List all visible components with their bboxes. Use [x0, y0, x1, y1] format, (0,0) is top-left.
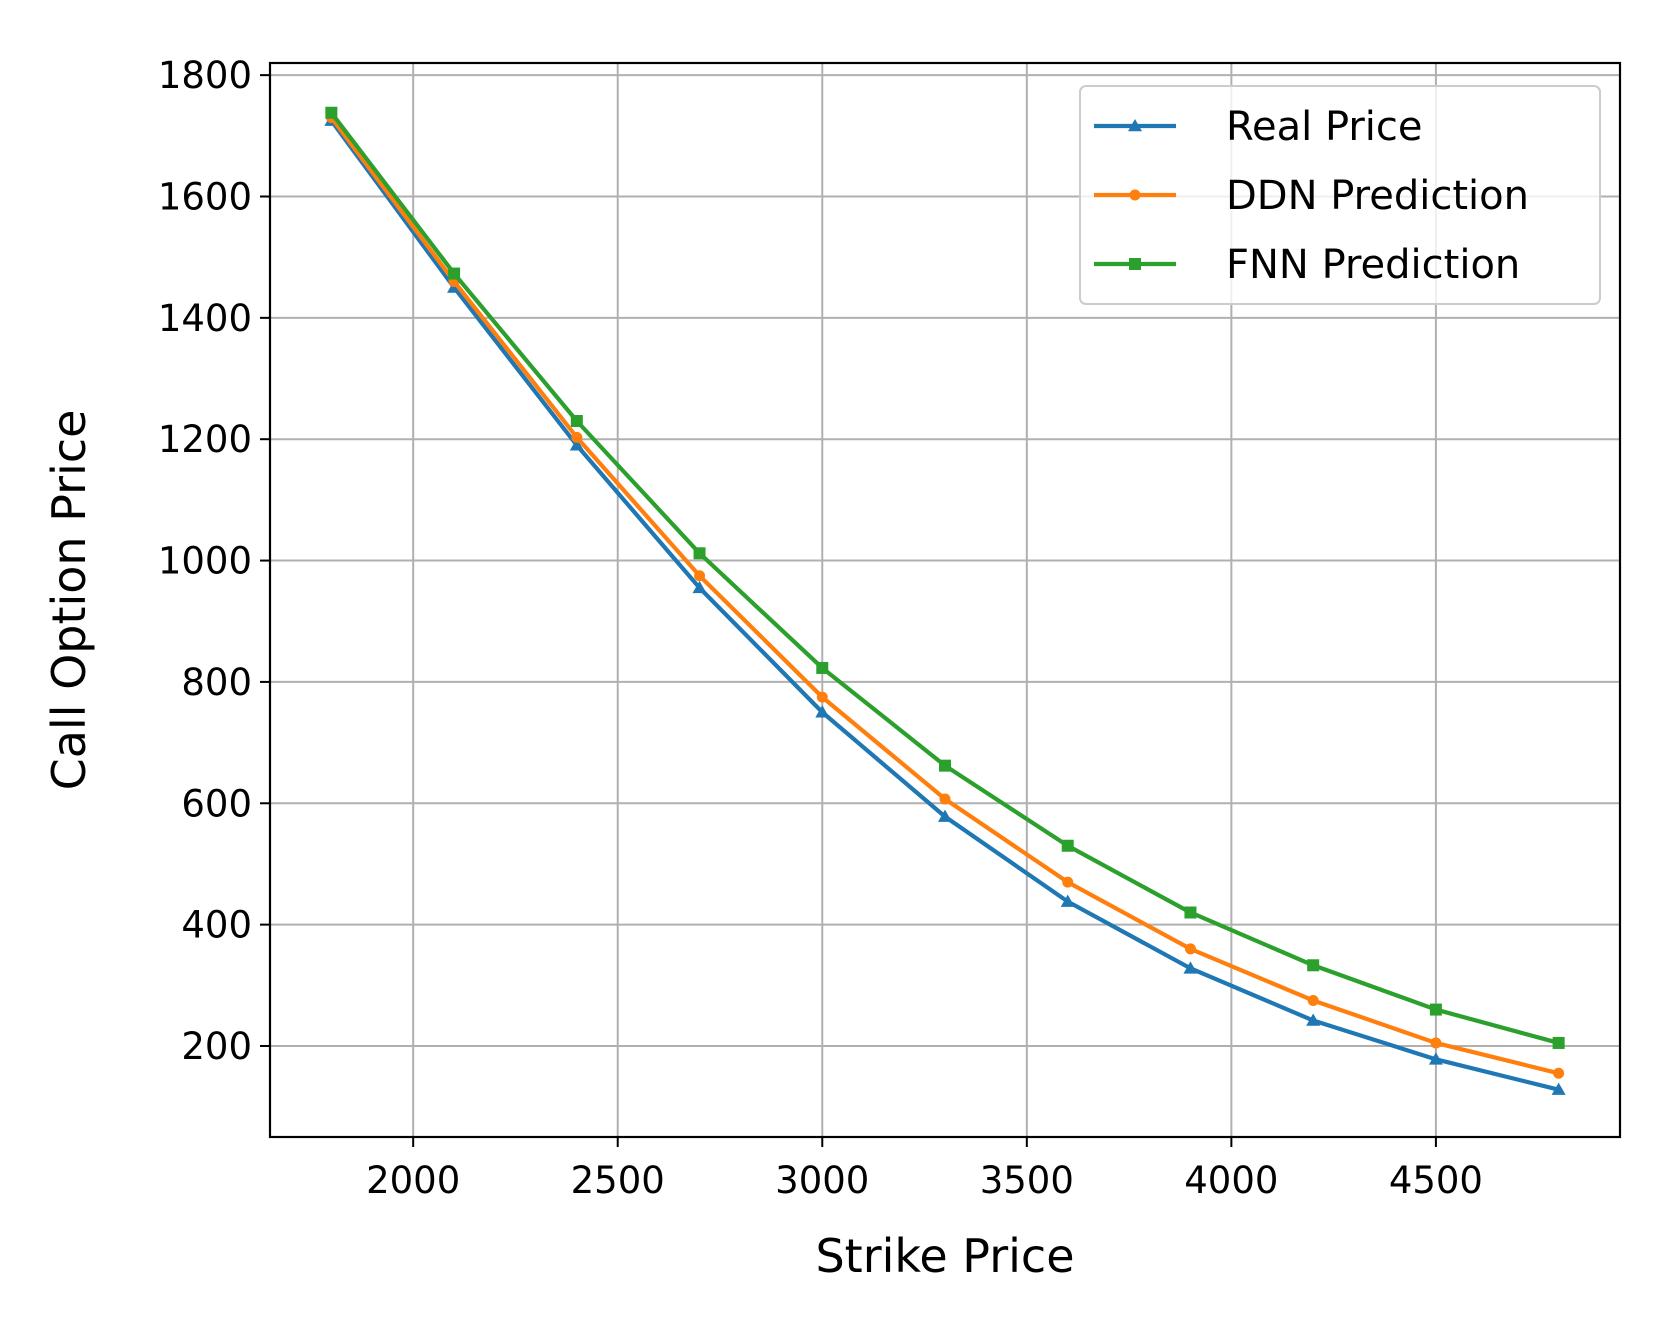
plot-frame [268, 61, 1622, 1139]
data-point [1061, 839, 1074, 852]
legend-entry: DDN Prediction [1094, 173, 1529, 219]
legend-entry: Real Price [1094, 104, 1423, 150]
y-tick-label: 800 [181, 661, 252, 704]
y-tick-label: 200 [181, 1025, 252, 1068]
data-point [1184, 906, 1197, 919]
data-point [815, 705, 830, 718]
x-tick-label: 2000 [366, 1159, 460, 1202]
data-point [569, 438, 584, 451]
series-0 [324, 113, 1566, 1095]
data-point [1552, 1036, 1565, 1049]
y-tick-label: 600 [181, 782, 252, 825]
y-tick-label: 1600 [158, 175, 252, 218]
x-tick-label: 4000 [1184, 1159, 1278, 1202]
data-point [938, 809, 952, 822]
legend-label: DDN Prediction [1226, 173, 1529, 219]
data-point [1429, 1003, 1442, 1016]
y-tick-label: 1200 [158, 418, 252, 461]
data-point [325, 106, 338, 119]
data-point [816, 691, 828, 703]
data-point [693, 547, 706, 560]
y-tick-label: 1400 [158, 297, 252, 340]
data-point [1183, 961, 1198, 974]
x-tick-label: 3000 [775, 1159, 869, 1202]
legend-label: FNN Prediction [1226, 242, 1520, 288]
x-tick-label: 2500 [571, 1159, 665, 1202]
x-tick-label: 4500 [1389, 1159, 1483, 1202]
legend-entry: FNN Prediction [1094, 242, 1520, 288]
legend-marker [1129, 258, 1141, 270]
y-tick-label: 1000 [158, 540, 252, 583]
y-axis-label: Call Option Price [42, 410, 96, 791]
data-point [692, 580, 707, 594]
legend-label: Real Price [1226, 104, 1423, 150]
data-point [1062, 876, 1074, 888]
data-point [1307, 994, 1319, 1006]
legend-marker [1128, 119, 1142, 132]
x-tick-label: 3500 [980, 1159, 1074, 1202]
data-point [939, 759, 951, 772]
data-point [1551, 1082, 1566, 1095]
data-point [570, 415, 583, 427]
data-point [1184, 943, 1196, 955]
series-2 [325, 106, 1565, 1049]
y-tick-label: 400 [181, 904, 252, 947]
data-point [939, 793, 951, 805]
data-point [448, 267, 461, 280]
data-point [1306, 1013, 1321, 1026]
data-point [1553, 1067, 1565, 1079]
ticks: 2000 2500 3000 3500 4000 4500 200 400 600 800 1000… [158, 54, 1483, 1202]
data-point [1307, 959, 1320, 972]
data-point [694, 570, 706, 582]
data-point [1430, 1037, 1442, 1049]
legend: Real Price DDN Prediction FNN Prediction [1079, 85, 1601, 305]
data-point [1060, 894, 1075, 907]
x-axis-label: Strike Price [815, 1229, 1074, 1283]
legend-marker [1129, 189, 1141, 201]
y-tick-label: 1800 [158, 54, 252, 97]
legend-items: Real Price DDN Prediction FNN Prediction [1094, 104, 1529, 288]
legend-box [1079, 85, 1601, 305]
series-layer [324, 106, 1566, 1095]
data-point [571, 431, 583, 443]
data-point [816, 661, 829, 674]
data-point [1428, 1052, 1443, 1065]
